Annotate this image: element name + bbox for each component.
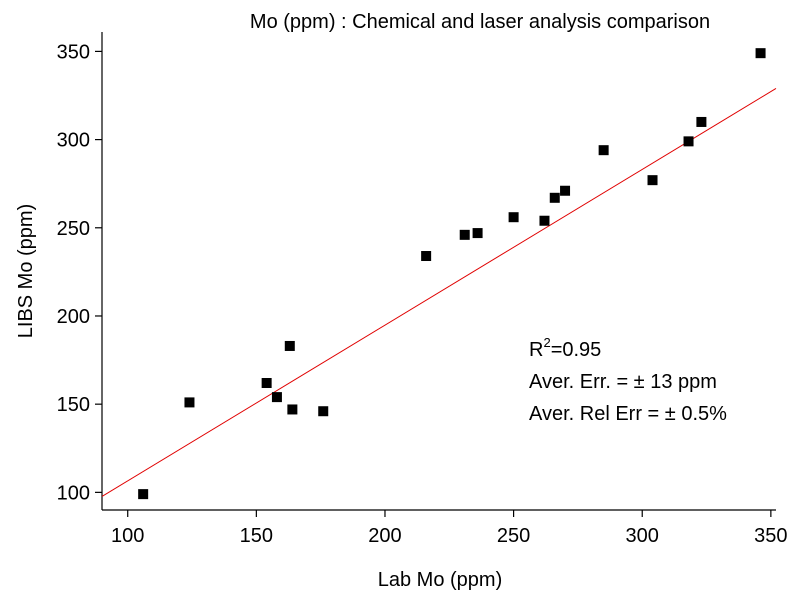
- x-tick-label: 250: [497, 525, 530, 547]
- x-axis-label: Lab Mo (ppm): [378, 569, 503, 591]
- point: [549, 192, 560, 203]
- point: [508, 212, 519, 223]
- point: [539, 215, 550, 226]
- point: [287, 404, 298, 415]
- r-power: 2: [543, 335, 550, 350]
- x-tick-label: 150: [240, 525, 273, 547]
- annotation: Aver. Rel Err = ± 0.5%: [529, 403, 727, 425]
- r-squared: R2=0.95: [529, 335, 601, 361]
- y-tick-label: 200: [57, 306, 90, 328]
- r-symbol: R: [529, 339, 543, 361]
- point: [647, 175, 658, 186]
- point: [261, 378, 272, 389]
- x-tick-label: 100: [111, 525, 144, 547]
- point: [560, 185, 571, 196]
- point: [184, 397, 195, 408]
- y-tick-label: 300: [57, 130, 90, 152]
- point: [683, 136, 694, 147]
- x-tick-label: 200: [368, 525, 401, 547]
- x-tick-label: 350: [754, 525, 787, 547]
- chart-title: Mo (ppm) : Chemical and laser analysis c…: [250, 11, 710, 33]
- x-tick-label: 300: [626, 525, 659, 547]
- y-axis-label: LIBS Mo (ppm): [15, 204, 37, 338]
- annotation: Aver. Err. = ± 13 ppm: [529, 371, 717, 393]
- point: [271, 392, 282, 403]
- point: [472, 228, 483, 239]
- fit-line: [101, 88, 777, 497]
- y-tick-label: 150: [57, 394, 90, 416]
- y-tick-label: 350: [57, 41, 90, 63]
- point: [696, 116, 707, 127]
- y-tick-label: 250: [57, 218, 90, 240]
- point: [598, 145, 609, 156]
- point: [459, 229, 470, 240]
- r-value: =0.95: [551, 339, 602, 361]
- point: [421, 251, 432, 262]
- point: [755, 48, 766, 59]
- point: [318, 406, 329, 417]
- point: [284, 340, 295, 351]
- y-tick-label: 100: [57, 482, 90, 504]
- point: [138, 489, 149, 500]
